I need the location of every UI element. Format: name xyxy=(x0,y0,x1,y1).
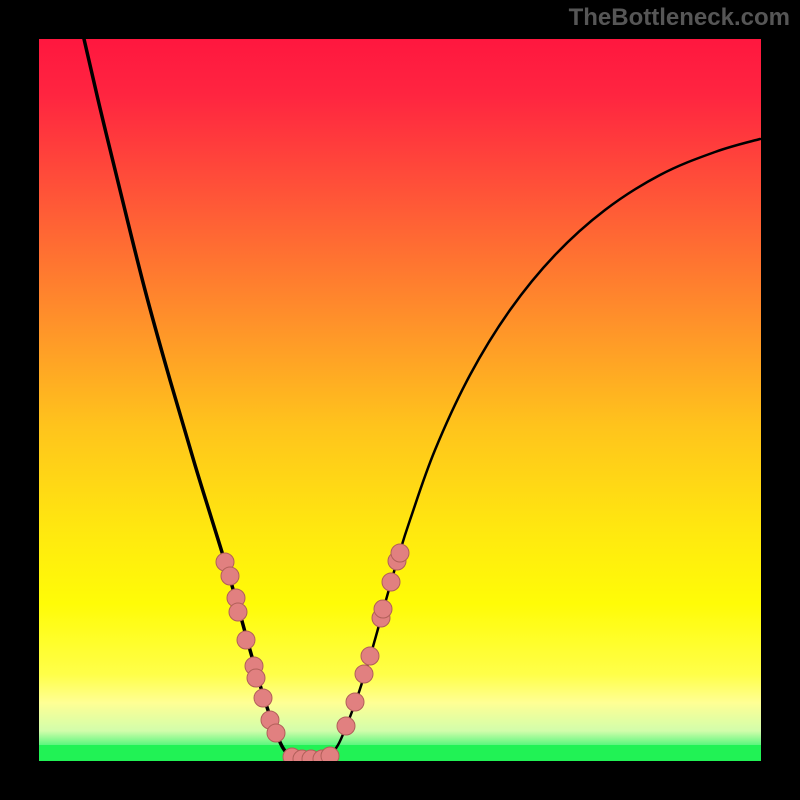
data-marker xyxy=(221,567,239,585)
attribution-text: TheBottleneck.com xyxy=(569,4,790,32)
data-marker xyxy=(346,693,364,711)
data-marker xyxy=(355,665,373,683)
data-marker xyxy=(229,603,247,621)
gradient-background xyxy=(39,39,761,745)
data-marker xyxy=(382,573,400,591)
bottom-band xyxy=(39,745,761,761)
data-marker xyxy=(237,631,255,649)
data-marker xyxy=(337,717,355,735)
chart-svg xyxy=(0,0,800,800)
data-marker xyxy=(247,669,265,687)
data-marker xyxy=(254,689,272,707)
chart-container: TheBottleneck.com xyxy=(0,0,800,800)
data-marker xyxy=(374,600,392,618)
data-marker xyxy=(361,647,379,665)
data-marker xyxy=(321,747,339,765)
data-marker xyxy=(267,724,285,742)
data-marker xyxy=(391,544,409,562)
